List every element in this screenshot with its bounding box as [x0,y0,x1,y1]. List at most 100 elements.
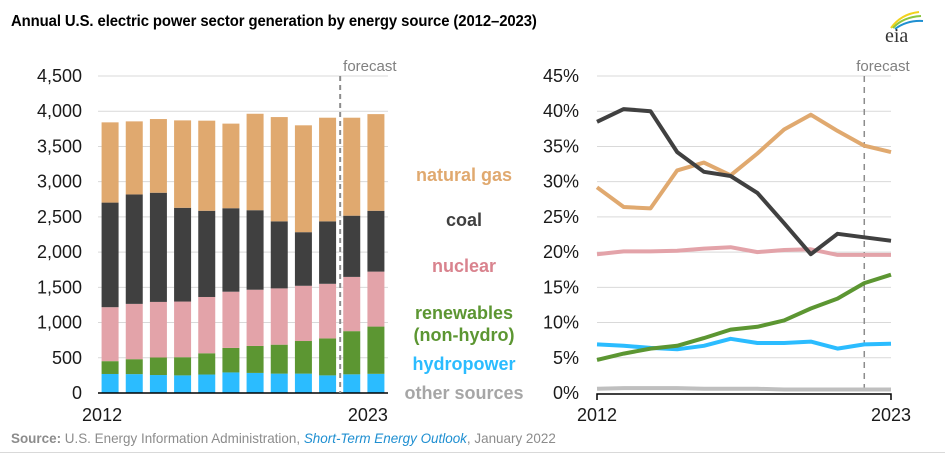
source-label: Source: [11,430,62,446]
eia-logo-text: eia [885,25,908,46]
bar-segment [125,121,143,195]
bar-segment [101,307,119,362]
bar-segment [294,373,312,393]
bar-segment [343,117,361,216]
bar-segment [246,210,264,290]
forecast-label: forecast [343,58,397,75]
bar-segment [198,374,216,393]
line-other-sources [596,386,891,392]
bar-segment [125,359,143,375]
legend-item-coal: coal [446,210,482,230]
y-tick-label: 5% [553,348,579,368]
bar-segment [367,271,385,327]
footer-divider [0,452,945,453]
bar-segment [198,353,216,375]
bar-segment [149,119,167,193]
y-tick-label: 25% [543,207,579,227]
bar-segment [367,373,385,393]
legend: natural gas coal nuclear renewables(non-hyd… [404,165,523,403]
y-tick-label: 15% [543,277,579,297]
legend-item-nuclear: nuclear [432,256,496,276]
bar-segment [367,114,385,211]
x-axis [596,393,892,400]
bar-segment [198,210,216,297]
bar-segment [343,276,361,332]
bar-segment [125,194,143,304]
bar-segment [270,373,288,393]
line-natural-gas [595,112,892,211]
x-tick-label: 2012 [577,405,617,425]
y-tick-label: 30% [543,172,579,192]
bar-segment [246,372,264,393]
y-tick-label: 3,000 [37,172,82,192]
x-tick-label: 2012 [82,405,122,425]
source-text: U.S. Energy Information Administration, [61,430,304,446]
source-date: , January 2022 [466,430,556,446]
bar-segment [246,345,264,373]
bar-segment [125,303,143,360]
y-tick-label: 10% [543,313,579,333]
bar-segment [174,207,192,302]
eia-logo-icon: eia [885,11,924,46]
y-tick-label: 20% [543,242,579,262]
bar-segment [174,301,192,358]
bar-segment [222,208,240,292]
legend-item-renewables-sub: (non-hydro) [414,325,515,345]
stacked-bar-chart: 0 500 1,000 1,500 2,000 2,500 3,000 3,500 4,000 4… [37,58,397,425]
legend-item-renewables: renewables [415,303,513,323]
y-tick-label: 4,000 [37,101,82,121]
bar-segment [149,192,167,302]
bar-segment [270,288,288,345]
bar-segment [174,375,192,393]
bar-segment [101,202,119,308]
bar-segment [294,232,312,286]
y-tick-label: 45% [543,66,579,86]
line-hydropower [596,336,892,352]
bar-segment [174,357,192,376]
y-tick-label: 35% [543,136,579,156]
bar-segment [270,117,288,222]
y-tick-label: 1,000 [37,313,82,333]
bar-segment [101,122,119,203]
x-tick-label: 2023 [871,405,911,425]
y-tick-label: 1,500 [37,277,82,297]
y-tick-label: 3,500 [37,136,82,156]
bar-segment [174,120,192,208]
bar-segment [101,373,119,393]
bar-segment [149,375,167,393]
legend-item-natural-gas: natural gas [416,165,512,185]
y-tick-label: 2,500 [37,207,82,227]
y-tick-label: 500 [52,348,82,368]
legend-item-other: other sources [404,383,523,403]
bar-segment [270,344,288,374]
bar-segment [149,357,167,376]
x-tick-label: 2023 [348,405,388,425]
line-coal [596,107,892,257]
bar-segment [319,338,337,376]
forecast-label: forecast [856,58,910,75]
bar-segment [149,301,167,358]
bar-segment [222,372,240,393]
bar-segment [198,120,216,211]
legend-item-hydropower: hydropower [412,354,515,374]
bar-segment [319,283,337,339]
source-publication-link[interactable]: Short-Term Energy Outlook [303,430,467,446]
bar-segment [222,291,240,348]
line-nuclear [596,245,891,257]
share-line-chart: 0% 5% 10% 15% 20% 25% 30% 35% 40% 45% forecast 2012… [543,58,911,425]
bar-segment [270,221,288,289]
y-tick-label: 0% [553,383,579,403]
y-tick-label: 4,500 [37,66,82,86]
bar-segment [343,374,361,393]
source-note: Source: U.S. Energy Information Administ… [11,430,556,446]
bar-segment [294,125,312,233]
bar-segment [319,117,337,222]
line-renewables-non-hydro [596,272,892,362]
bar-segment [343,331,361,375]
bar-segment [198,296,216,354]
y-tick-label: 2,000 [37,242,82,262]
bar-segment [294,341,312,374]
chart-title: Annual U.S. electric power sector genera… [11,13,537,30]
bar-segment [101,361,119,374]
